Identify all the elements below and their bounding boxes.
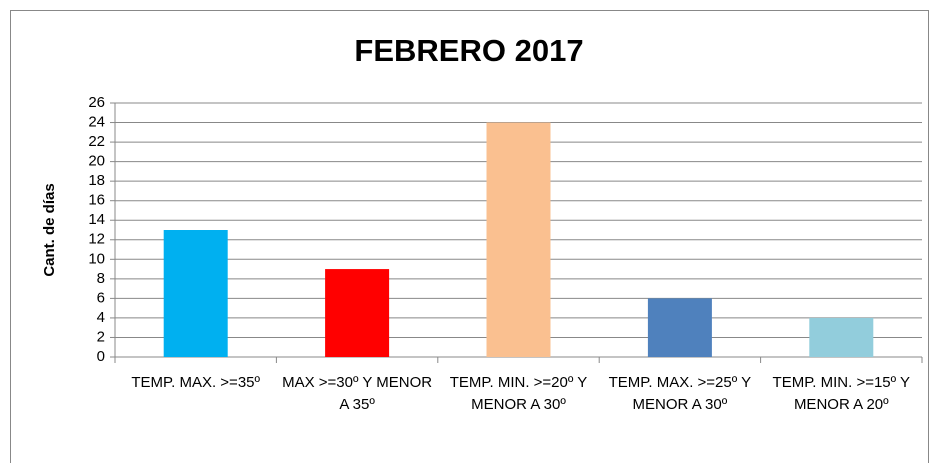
bar [325,269,390,357]
x-tick-label: TEMP. MIN. >=20º Y MENOR A 30º [449,374,588,413]
x-tick-label: TEMP. MIN. >=15º Y MENOR A 20º [772,374,911,413]
bar [486,122,551,358]
y-tick-label: 0 [97,348,105,365]
y-tick-label: 24 [88,114,105,131]
y-tick-label: 22 [88,133,105,150]
y-axis-label: Cant. de días [41,183,58,276]
y-tick-label: 14 [88,211,105,228]
y-tick-label: 12 [88,231,105,248]
y-tick-label: 2 [97,328,105,345]
bar [809,317,874,357]
y-tick-label: 8 [97,270,105,287]
x-tick-label: TEMP. MAX. >=35º [131,374,260,391]
y-tick-label: 26 [88,94,105,111]
chart-title: FEBRERO 2017 [354,33,583,68]
y-tick-label: 4 [97,309,105,326]
y-tick-label: 10 [88,250,105,267]
y-tick-label: 18 [88,172,105,189]
y-tick-label: 6 [97,289,105,306]
bar [647,298,712,357]
chart-border [10,10,929,463]
bar [163,230,228,357]
y-tick-label: 16 [88,192,105,209]
x-tick-label: TEMP. MAX. >=25º Y MENOR A 30º [608,374,752,413]
x-tick-label: MAX >=30º Y MENOR A 35º [282,374,433,413]
y-tick-label: 20 [88,153,105,170]
